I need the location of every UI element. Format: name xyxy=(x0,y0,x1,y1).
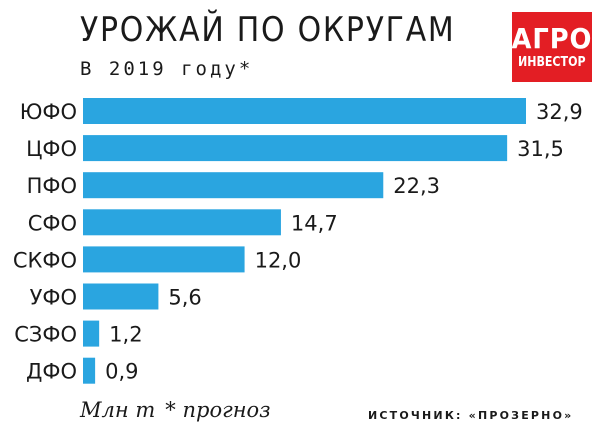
bar-2 xyxy=(83,172,384,199)
value-label-0: 32,9 xyxy=(536,100,583,124)
bar-7 xyxy=(83,357,96,384)
source-note: ИСТОЧНИК: «ПРОЗЕРНО» xyxy=(368,409,574,422)
bar-0 xyxy=(83,98,526,124)
bar-4 xyxy=(83,246,245,273)
forecast-note: * прогноз xyxy=(165,398,271,422)
category-label-7: ДФО xyxy=(26,360,77,384)
value-label-1: 31,5 xyxy=(517,137,564,161)
category-label-5: УФО xyxy=(30,286,77,310)
unit-label: Млн т xyxy=(80,398,156,422)
agroinvestor-logo: АГРО ИНВЕСТОР xyxy=(512,12,592,82)
category-label-1: ЦФО xyxy=(26,137,77,161)
category-label-0: ЮФО xyxy=(20,100,77,124)
value-label-3: 14,7 xyxy=(291,211,338,235)
chart-title: УРОЖАЙ ПО ОКРУГАМ xyxy=(80,10,456,50)
unit-note: Млн т * прогноз xyxy=(80,398,271,422)
bar-5 xyxy=(83,283,159,310)
bar-6 xyxy=(83,320,100,347)
chart-subtitle: В 2019 году* xyxy=(80,58,254,80)
logo-line-1: АГРО xyxy=(511,22,593,55)
bar-1 xyxy=(83,135,508,162)
category-label-4: СКФО xyxy=(13,248,77,272)
value-label-5: 5,6 xyxy=(168,286,201,310)
logo-line-2: ИНВЕСТОР xyxy=(518,55,586,70)
value-label-4: 12,0 xyxy=(255,248,302,272)
category-label-3: СФО xyxy=(28,211,77,235)
category-label-2: ПФО xyxy=(27,174,77,198)
value-label-2: 22,3 xyxy=(393,174,440,198)
value-label-6: 1,2 xyxy=(109,323,142,347)
value-label-7: 0,9 xyxy=(105,360,138,384)
category-label-6: СЗФО xyxy=(14,323,77,347)
bar-3 xyxy=(83,209,281,236)
